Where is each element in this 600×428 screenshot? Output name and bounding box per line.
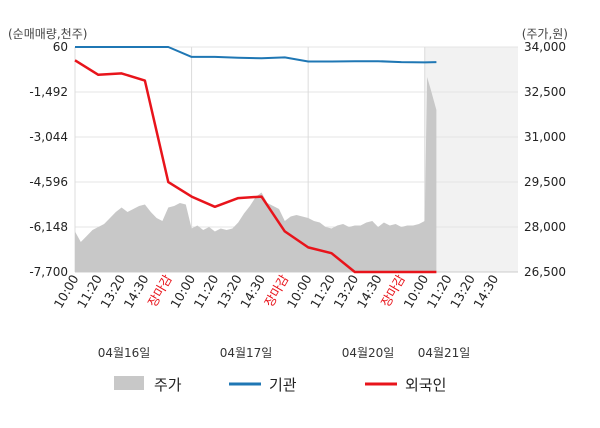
- left-axis-unit: (순매매량,천주): [8, 26, 87, 41]
- day-label: 04월16일: [98, 346, 151, 360]
- foreign-line: [74, 59, 437, 274]
- day-label: 04월17일: [220, 346, 273, 360]
- day-label: 04월21일: [418, 346, 471, 360]
- right-tick-label: 29,500: [524, 175, 566, 189]
- left-tick-label: -3,044: [29, 130, 68, 144]
- series-line-layer: [74, 46, 437, 274]
- x-axis-ticks: 10:0011:2013:2014:30장마감10:0011:2013:2014…: [51, 272, 502, 311]
- left-tick-label: -6,148: [29, 220, 68, 234]
- left-axis-ticks: 60 -1,492 -3,044 -4,596 -6,148 -7,700: [29, 40, 68, 279]
- current-day-background: [424, 47, 518, 272]
- left-tick-label: -1,492: [29, 85, 68, 99]
- legend-label: 외국인: [405, 376, 446, 394]
- legend: 주가 기관 외국인: [114, 376, 446, 394]
- right-axis-unit: (주가,원): [522, 27, 568, 41]
- left-tick-label: -7,700: [29, 265, 68, 279]
- price-area: [75, 77, 437, 272]
- right-tick-label: 26,500: [524, 265, 566, 279]
- right-tick-label: 32,500: [524, 85, 566, 99]
- legend-swatch-price: [114, 376, 144, 390]
- legend-label: 주가: [154, 376, 182, 394]
- price-area-layer: [75, 77, 437, 272]
- left-tick-label: 60: [53, 40, 68, 54]
- day-label: 04월20일: [342, 346, 395, 360]
- day-labels: 04월16일 04월17일 04월20일 04월21일: [98, 346, 471, 360]
- right-tick-label: 34,000: [524, 40, 566, 54]
- legend-label: 기관: [269, 376, 297, 394]
- institution-line: [75, 46, 437, 64]
- left-tick-label: -4,596: [29, 175, 68, 189]
- right-axis-ticks: 34,000 32,500 31,000 29,500 28,000 26,500: [524, 40, 566, 279]
- right-tick-label: 31,000: [524, 130, 566, 144]
- right-tick-label: 28,000: [524, 220, 566, 234]
